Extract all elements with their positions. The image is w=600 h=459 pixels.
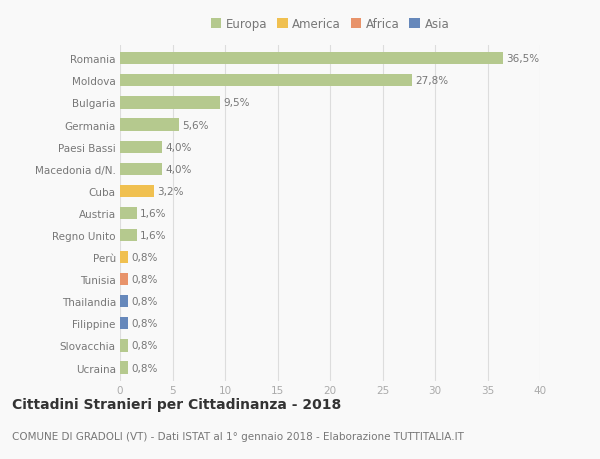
Bar <box>120 318 128 330</box>
Bar <box>120 230 137 241</box>
Bar <box>120 185 154 197</box>
Text: 36,5%: 36,5% <box>506 54 539 64</box>
Text: 1,6%: 1,6% <box>140 230 166 241</box>
Bar <box>120 97 220 109</box>
Legend: Europa, America, Africa, Asia: Europa, America, Africa, Asia <box>208 16 452 34</box>
Text: 0,8%: 0,8% <box>131 363 158 373</box>
Bar <box>120 296 128 308</box>
Text: 0,8%: 0,8% <box>131 252 158 263</box>
Bar <box>120 252 128 263</box>
Bar <box>120 274 128 285</box>
Text: 27,8%: 27,8% <box>415 76 448 86</box>
Bar <box>120 362 128 374</box>
Text: 9,5%: 9,5% <box>223 98 250 108</box>
Text: 4,0%: 4,0% <box>165 142 191 152</box>
Text: 3,2%: 3,2% <box>157 186 183 196</box>
Bar <box>120 53 503 65</box>
Text: 5,6%: 5,6% <box>182 120 208 130</box>
Bar <box>120 163 162 175</box>
Bar <box>120 119 179 131</box>
Bar <box>120 141 162 153</box>
Bar <box>120 207 137 219</box>
Text: 0,8%: 0,8% <box>131 319 158 329</box>
Text: 0,8%: 0,8% <box>131 297 158 307</box>
Text: 0,8%: 0,8% <box>131 341 158 351</box>
Bar <box>120 340 128 352</box>
Text: 1,6%: 1,6% <box>140 208 166 218</box>
Text: 4,0%: 4,0% <box>165 164 191 174</box>
Text: COMUNE DI GRADOLI (VT) - Dati ISTAT al 1° gennaio 2018 - Elaborazione TUTTITALIA: COMUNE DI GRADOLI (VT) - Dati ISTAT al 1… <box>12 431 464 441</box>
Text: Cittadini Stranieri per Cittadinanza - 2018: Cittadini Stranieri per Cittadinanza - 2… <box>12 397 341 411</box>
Bar <box>120 75 412 87</box>
Text: 0,8%: 0,8% <box>131 274 158 285</box>
